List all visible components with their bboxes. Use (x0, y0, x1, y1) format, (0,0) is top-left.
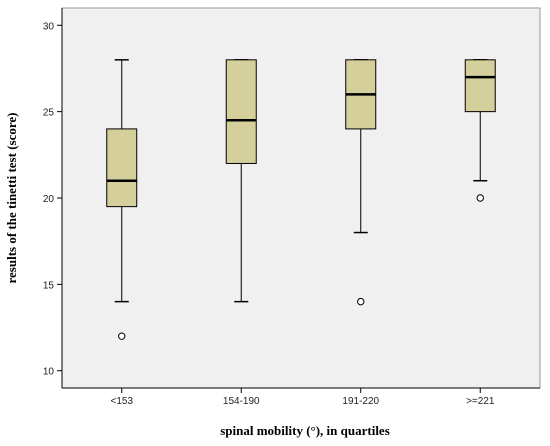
y-tick-label: 10 (43, 367, 55, 378)
y-tick-label: 15 (43, 280, 55, 291)
y-tick-label: 25 (43, 108, 55, 119)
iqr-box (225, 59, 257, 164)
x-tick-label: 191-220 (342, 396, 379, 407)
outlier-point (118, 332, 126, 340)
box-3 (345, 59, 377, 306)
box-series (106, 59, 496, 340)
iqr-box (464, 59, 496, 113)
y-axis-title: results of the tinetti test (score) (4, 113, 19, 284)
box-4 (464, 59, 496, 202)
box-2 (225, 59, 257, 303)
x-tick-label: <153 (110, 396, 133, 407)
x-tick-label: >=221 (466, 396, 495, 407)
iqr-box (106, 128, 138, 208)
y-axis-ticks: 10 15 20 25 30 (43, 21, 62, 378)
plot-area (61, 7, 541, 389)
outlier-point (476, 194, 484, 202)
x-tick-label: 154-190 (223, 396, 260, 407)
x-axis-ticks: <153 154-190 191-220 >=221 (110, 388, 495, 407)
y-tick-label: 20 (43, 194, 55, 205)
x-axis-title: spinal mobility (°), in quartiles (220, 423, 390, 438)
y-tick-label: 30 (43, 21, 55, 32)
box-1 (106, 59, 138, 340)
outlier-point (357, 297, 365, 306)
